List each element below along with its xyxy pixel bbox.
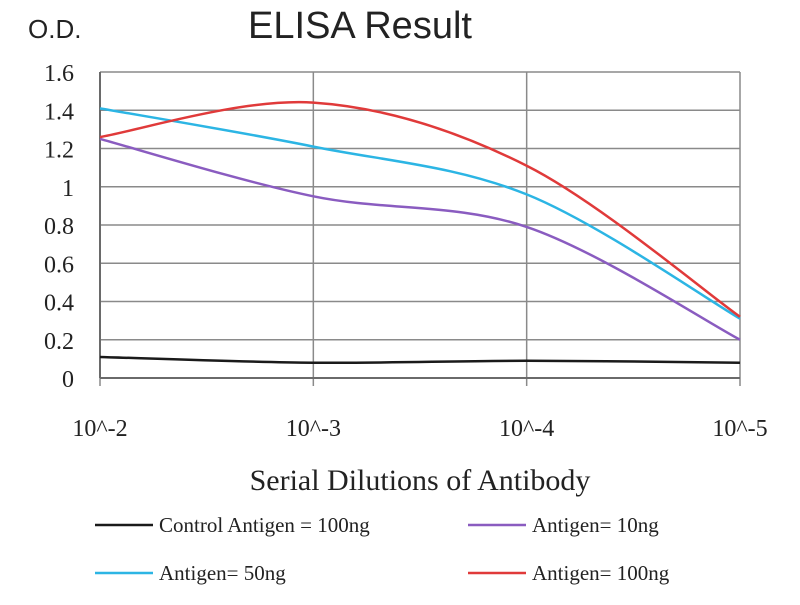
x-tick-label: 10^-3 xyxy=(286,416,341,442)
legend-label: Control Antigen = 100ng xyxy=(159,513,370,537)
y-tick-label: 1 xyxy=(62,176,74,202)
legend-label: Antigen= 100ng xyxy=(532,561,670,585)
legend-label: Antigen= 50ng xyxy=(159,561,286,585)
y-tick-label: 1.4 xyxy=(44,99,74,125)
legend-label: Antigen= 10ng xyxy=(532,513,659,537)
x-tick-label: 10^-4 xyxy=(499,416,554,442)
y-tick-label: 0 xyxy=(62,367,74,393)
y-axis-label: O.D. xyxy=(28,14,81,44)
y-tick-labels: 0 0.2 0.4 0.6 0.8 1 1.2 1.4 1.6 xyxy=(44,61,74,393)
x-tick-labels: 10^-2 10^-3 10^-4 10^-5 xyxy=(72,416,767,442)
y-tick-label: 0.8 xyxy=(44,214,74,240)
series-line-1 xyxy=(99,137,741,341)
x-tick-label: 10^-5 xyxy=(712,416,767,442)
y-tick-label: 1.6 xyxy=(44,61,74,87)
y-tick-label: 0.6 xyxy=(44,252,74,278)
gridlines xyxy=(99,71,741,386)
x-axis-label: Serial Dilutions of Antibody xyxy=(250,464,591,497)
y-tick-label: 0.2 xyxy=(44,329,74,355)
chart-title: ELISA Result xyxy=(248,5,472,47)
series-line-2 xyxy=(99,107,741,320)
series-line-0 xyxy=(99,355,741,365)
y-tick-label: 1.2 xyxy=(44,138,74,164)
x-tick-label: 10^-2 xyxy=(72,416,127,442)
series-line-3 xyxy=(99,100,741,318)
series-lines xyxy=(99,100,741,365)
y-tick-label: 0.4 xyxy=(44,291,74,317)
legend: Control Antigen = 100ng Antigen= 10ng Anti… xyxy=(95,513,670,585)
